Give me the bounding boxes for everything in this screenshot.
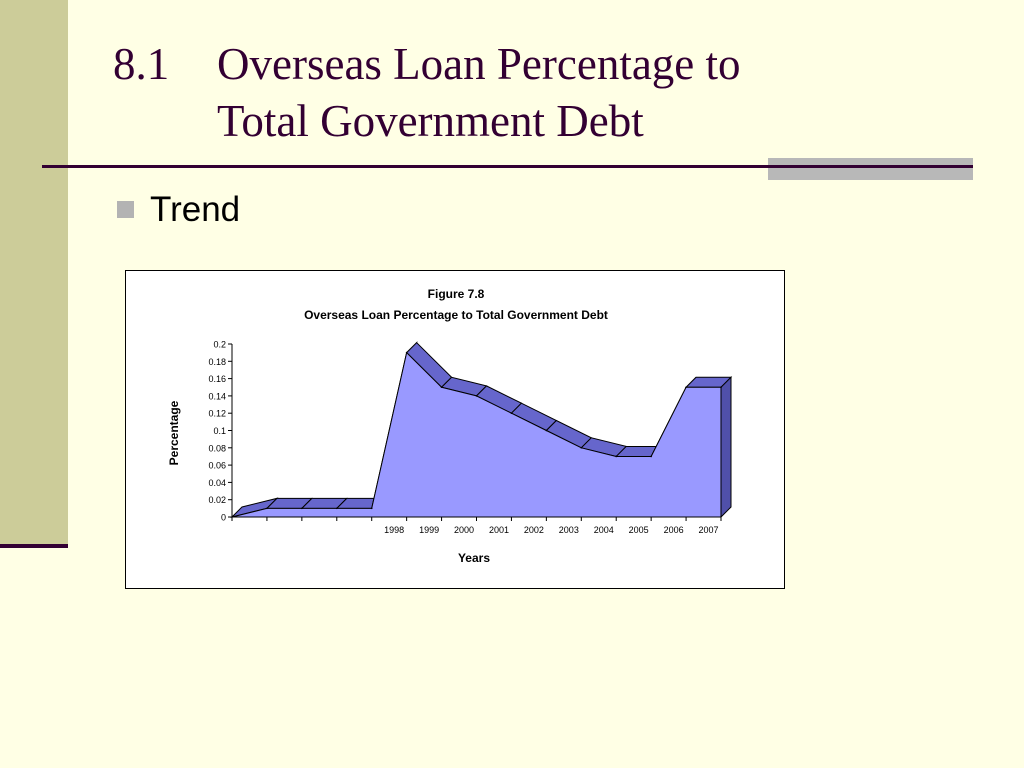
x-tick-label: 2004	[594, 525, 614, 535]
series-area	[231, 351, 722, 518]
y-tick-label: 0.1	[213, 426, 226, 436]
data-point	[580, 447, 583, 449]
y-tick-label: 0.2	[213, 340, 226, 350]
chart-title: Figure 7.8	[428, 287, 485, 301]
x-tick-label: 2005	[629, 525, 649, 535]
data-point	[720, 386, 722, 389]
data-point	[615, 455, 618, 458]
data-point	[405, 351, 408, 354]
data-point	[475, 395, 478, 397]
y-axis-label: Percentage	[167, 400, 181, 465]
x-tick-label: 2006	[664, 525, 684, 535]
data-point	[335, 507, 338, 510]
data-point	[650, 455, 652, 458]
y-tick-label: 0.02	[208, 495, 226, 505]
data-point	[440, 386, 443, 389]
x-tick-label: 2003	[559, 525, 579, 535]
data-point	[545, 429, 548, 432]
slide-title: 8.1 Overseas Loan Percentage to Total Gov…	[113, 36, 913, 150]
y-tick-label: 0	[221, 513, 226, 523]
series-side-face	[720, 376, 732, 519]
bullet-trend: Trend	[150, 190, 241, 229]
title-rule	[42, 165, 973, 168]
left-decor-line	[0, 544, 68, 548]
title-accent-bar	[768, 158, 973, 180]
x-tick-label: 2007	[699, 525, 719, 535]
title-line-2: Total Government Debt	[217, 96, 644, 146]
data-point	[510, 412, 513, 414]
data-point	[370, 507, 373, 510]
x-tick-label: 1998	[384, 525, 404, 535]
chart-container: Figure 7.8 Overseas Loan Percentage to T…	[125, 270, 785, 589]
y-tick-label: 0.04	[208, 478, 226, 488]
data-point	[266, 507, 268, 510]
y-tick-label: 0.08	[208, 443, 226, 453]
title-accent-line	[768, 165, 973, 168]
x-tick-label: 2000	[454, 525, 474, 535]
slide-number: 8.1	[113, 39, 170, 89]
data-point	[685, 386, 687, 389]
x-axis-label: Years	[458, 551, 490, 565]
left-decor-bar	[0, 0, 68, 545]
y-tick-label: 0.06	[208, 461, 226, 471]
y-tick-label: 0.18	[208, 357, 226, 367]
x-tick-label: 2001	[489, 525, 509, 535]
chart-svg: Figure 7.8 Overseas Loan Percentage to T…	[167, 287, 733, 565]
x-tick-label: 2002	[524, 525, 544, 535]
x-tick-label: 1999	[419, 525, 439, 535]
y-tick-label: 0.16	[208, 374, 226, 384]
y-tick-label: 0.14	[208, 391, 226, 401]
bullet-square-icon	[117, 201, 134, 218]
plot-area: 0 0.02 0.04 0.06 0.08 0.1 0.12 0.14 0.16 0.18 0.2 1…	[208, 340, 733, 535]
y-tick-label: 0.12	[208, 409, 226, 419]
title-line-1: Overseas Loan Percentage to	[217, 39, 741, 89]
data-point	[301, 507, 303, 510]
chart-subtitle: Overseas Loan Percentage to Total Govern…	[304, 308, 608, 322]
